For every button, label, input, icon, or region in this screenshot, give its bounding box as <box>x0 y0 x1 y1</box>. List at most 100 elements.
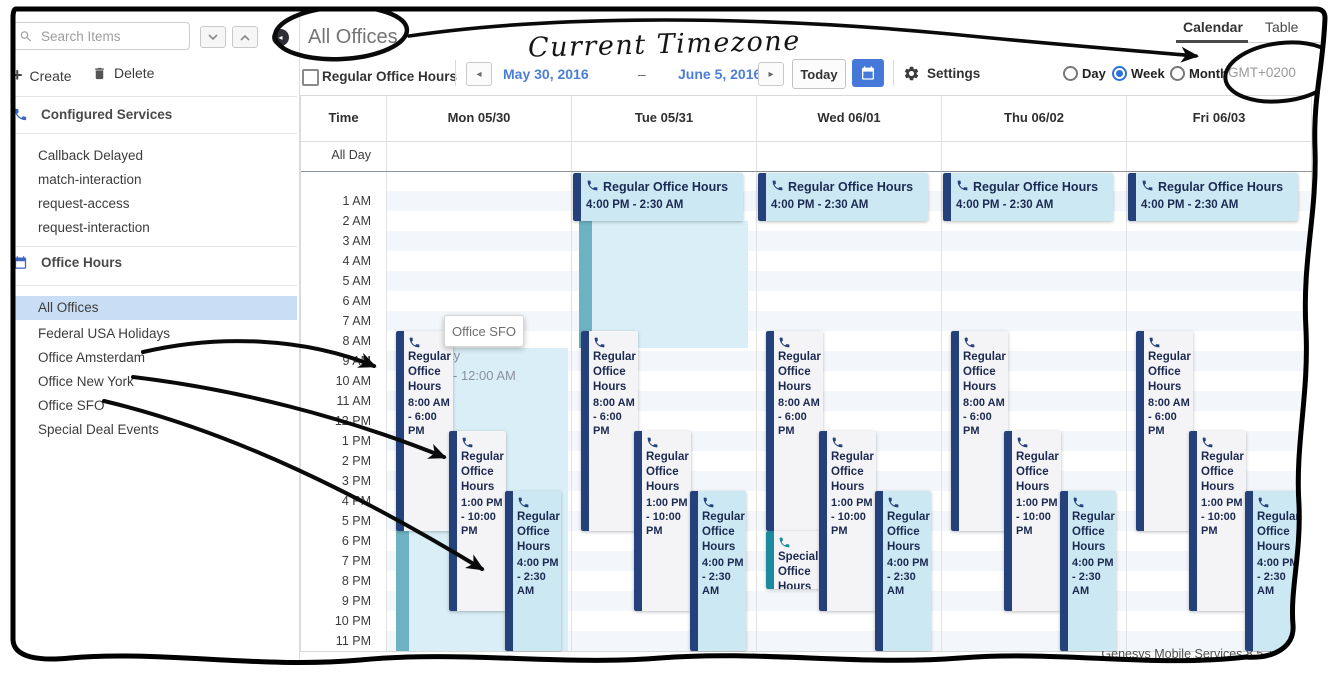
date-to-link[interactable]: June 5, 2016 <box>678 66 762 82</box>
sidebar-item-match-interaction[interactable]: match-interaction <box>38 172 142 187</box>
active-tab-underline <box>1176 40 1248 43</box>
radio-month[interactable] <box>1170 66 1185 81</box>
search-icon <box>19 29 33 44</box>
event-regular-4-230[interactable]: Regular Office Hours 4:00 PM - 2:30 AM <box>1060 491 1116 651</box>
radio-week-label[interactable]: Week <box>1131 66 1165 81</box>
event-regular-4-230[interactable]: Regular Office Hours 4:00 PM - 2:30 AM <box>690 491 746 651</box>
sidebar-item-office-amsterdam[interactable]: Office Amsterdam <box>38 350 146 365</box>
event-title: Regular Office Hours <box>603 180 729 194</box>
sidebar-item-federal-usa-holidays[interactable]: Federal USA Holidays <box>38 326 171 341</box>
search-prev-button[interactable] <box>232 26 258 48</box>
event-title: Regular Office Hours <box>1016 451 1059 493</box>
hour-label: 11 PM <box>335 634 371 648</box>
phone-icon <box>887 496 900 509</box>
settings-button[interactable]: Settings <box>903 65 980 82</box>
section-label: Configured Services <box>41 107 173 122</box>
tab-calendar[interactable]: Calendar <box>1183 19 1243 35</box>
timezone-arrow-annotation <box>407 18 1199 63</box>
prev-week-button[interactable]: ◂ <box>466 62 492 86</box>
day-header-thu: Thu 06/02 <box>1004 110 1064 125</box>
divider <box>893 60 894 86</box>
event-bar <box>449 431 457 611</box>
chevron-down-icon <box>208 33 218 40</box>
section-configured-services[interactable]: Configured Services <box>13 107 172 122</box>
today-button[interactable]: Today <box>792 59 846 89</box>
event-time: 8:00 AM - 6:00 PM <box>1148 397 1190 437</box>
filter-checkbox[interactable] <box>302 69 319 86</box>
sidebar-collapse-button[interactable]: ◂ <box>272 29 289 46</box>
divider <box>0 96 297 97</box>
sidebar-item-office-sfo[interactable]: Office SFO <box>38 398 105 413</box>
event-bar <box>396 331 404 531</box>
calendar-view-button[interactable] <box>852 59 884 87</box>
day-header-tue: Tue 05/31 <box>634 110 694 125</box>
tooltip-title: Office SFO <box>451 323 517 339</box>
event-regular-8-6[interactable]: Regular Office Hours 8:00 AM - 6:00 PM <box>1136 331 1193 531</box>
event-continuation-fri[interactable]: Regular Office Hours 4:00 PM - 2:30 AM <box>1128 173 1298 221</box>
event-continuation-thu[interactable]: Regular Office Hours 4:00 PM - 2:30 AM <box>943 173 1113 221</box>
event-bar <box>505 491 513 651</box>
search-next-button[interactable] <box>200 26 226 48</box>
event-special-office-hours[interactable]: Special Office Hours <box>766 531 823 589</box>
event-title: Regular Office Hours <box>646 451 689 493</box>
event-regular-1-10[interactable]: Regular Office Hours 1:00 PM - 10:00 PM <box>634 431 691 611</box>
sidebar-item-callback-delayed[interactable]: Callback Delayed <box>38 148 144 163</box>
event-regular-1-10[interactable]: Regular Office Hours 1:00 PM - 10:00 PM <box>1189 431 1246 611</box>
next-icon: ▸ <box>768 68 774 80</box>
event-continuation-wed[interactable]: Regular Office Hours 4:00 PM - 2:30 AM <box>758 173 928 221</box>
event-regular-1-10[interactable]: Regular Office Hours 1:00 PM - 10:00 PM <box>819 431 876 611</box>
sidebar-item-special-deal-events[interactable]: Special Deal Events <box>38 422 159 437</box>
event-continuation-tue[interactable]: Regular Office Hours 4:00 PM - 2:30 AM <box>573 173 743 221</box>
delete-label: Delete <box>114 65 155 81</box>
hour-label: 6 PM <box>341 534 371 548</box>
hour-label: 3 PM <box>341 474 371 488</box>
event-title: Regular Office Hours <box>788 180 914 194</box>
radio-day[interactable] <box>1063 66 1078 81</box>
timezone-note-text: Current Timezone <box>528 26 801 64</box>
event-title: Regular Office Hours <box>593 351 636 393</box>
event-bar <box>766 331 774 531</box>
hour-label: 9 AM <box>342 354 372 368</box>
background-event-continuation[interactable] <box>579 221 748 348</box>
phone-icon <box>1072 496 1085 509</box>
event-regular-1-10[interactable]: Regular Office Hours 1:00 PM - 10:00 PM <box>449 431 506 611</box>
sidebar-item-all-offices[interactable]: All Offices <box>0 296 297 320</box>
search-box[interactable] <box>12 22 190 50</box>
event-regular-8-6[interactable]: Regular Office Hours 8:00 AM - 6:00 PM <box>951 331 1008 531</box>
event-regular-1-10[interactable]: Regular Office Hours 1:00 PM - 10:00 PM <box>1004 431 1061 611</box>
event-regular-4-230[interactable]: Regular Office Hours 4:00 PM - 2:30 AM <box>1245 491 1301 651</box>
timezone-label: GMT+0200 <box>1228 65 1296 80</box>
search-input[interactable] <box>39 27 183 45</box>
next-week-button[interactable]: ▸ <box>758 62 784 86</box>
event-time: 8:00 AM - 6:00 PM <box>963 397 1005 437</box>
event-regular-8-6[interactable]: Regular Office Hours 8:00 AM - 6:00 PM <box>581 331 638 531</box>
hour-label: 1 AM <box>342 194 372 208</box>
tab-table[interactable]: Table <box>1265 19 1299 35</box>
delete-button[interactable]: Delete <box>92 65 154 81</box>
calendar-grid[interactable]: Time Mon 05/30 Tue 05/31 Wed 06/01 Thu 0… <box>300 95 1312 652</box>
date-from-link[interactable]: May 30, 2016 <box>503 66 589 82</box>
sidebar-item-request-interaction[interactable]: request-interaction <box>38 220 150 235</box>
radio-week[interactable] <box>1112 66 1127 81</box>
event-regular-4-230[interactable]: Regular Office Hours 4:00 PM - 2:30 AM <box>875 491 931 651</box>
phone-icon <box>1016 436 1029 449</box>
phone-icon <box>1141 179 1154 192</box>
radio-month-label[interactable]: Month <box>1189 66 1228 81</box>
sidebar-item-request-access[interactable]: request-access <box>38 196 130 211</box>
event-title: Regular Office Hours <box>461 451 504 493</box>
event-bar <box>1136 331 1144 531</box>
create-button[interactable]: + Create <box>12 65 72 86</box>
section-office-hours[interactable]: Office Hours <box>13 255 122 270</box>
event-regular-8-6[interactable]: Regular Office Hours 8:00 AM - 6:00 PM <box>766 331 823 531</box>
sidebar-item-office-new-york[interactable]: Office New York <box>38 374 134 389</box>
event-regular-4-230[interactable]: Regular Office Hours 4:00 PM - 2:30 AM <box>505 491 561 651</box>
settings-label: Settings <box>927 66 981 81</box>
event-time: 1:00 PM - 10:00 PM <box>1201 497 1243 537</box>
event-title: Regular Office Hours <box>887 511 930 553</box>
hour-label: 4 AM <box>342 254 372 268</box>
calendar-icon <box>13 255 28 270</box>
radio-day-label[interactable]: Day <box>1082 66 1106 81</box>
event-regular-8-6[interactable]: Regular Office Hours 8:00 AM - 6:00 PM <box>396 331 453 531</box>
hour-label: 8 PM <box>341 574 371 588</box>
